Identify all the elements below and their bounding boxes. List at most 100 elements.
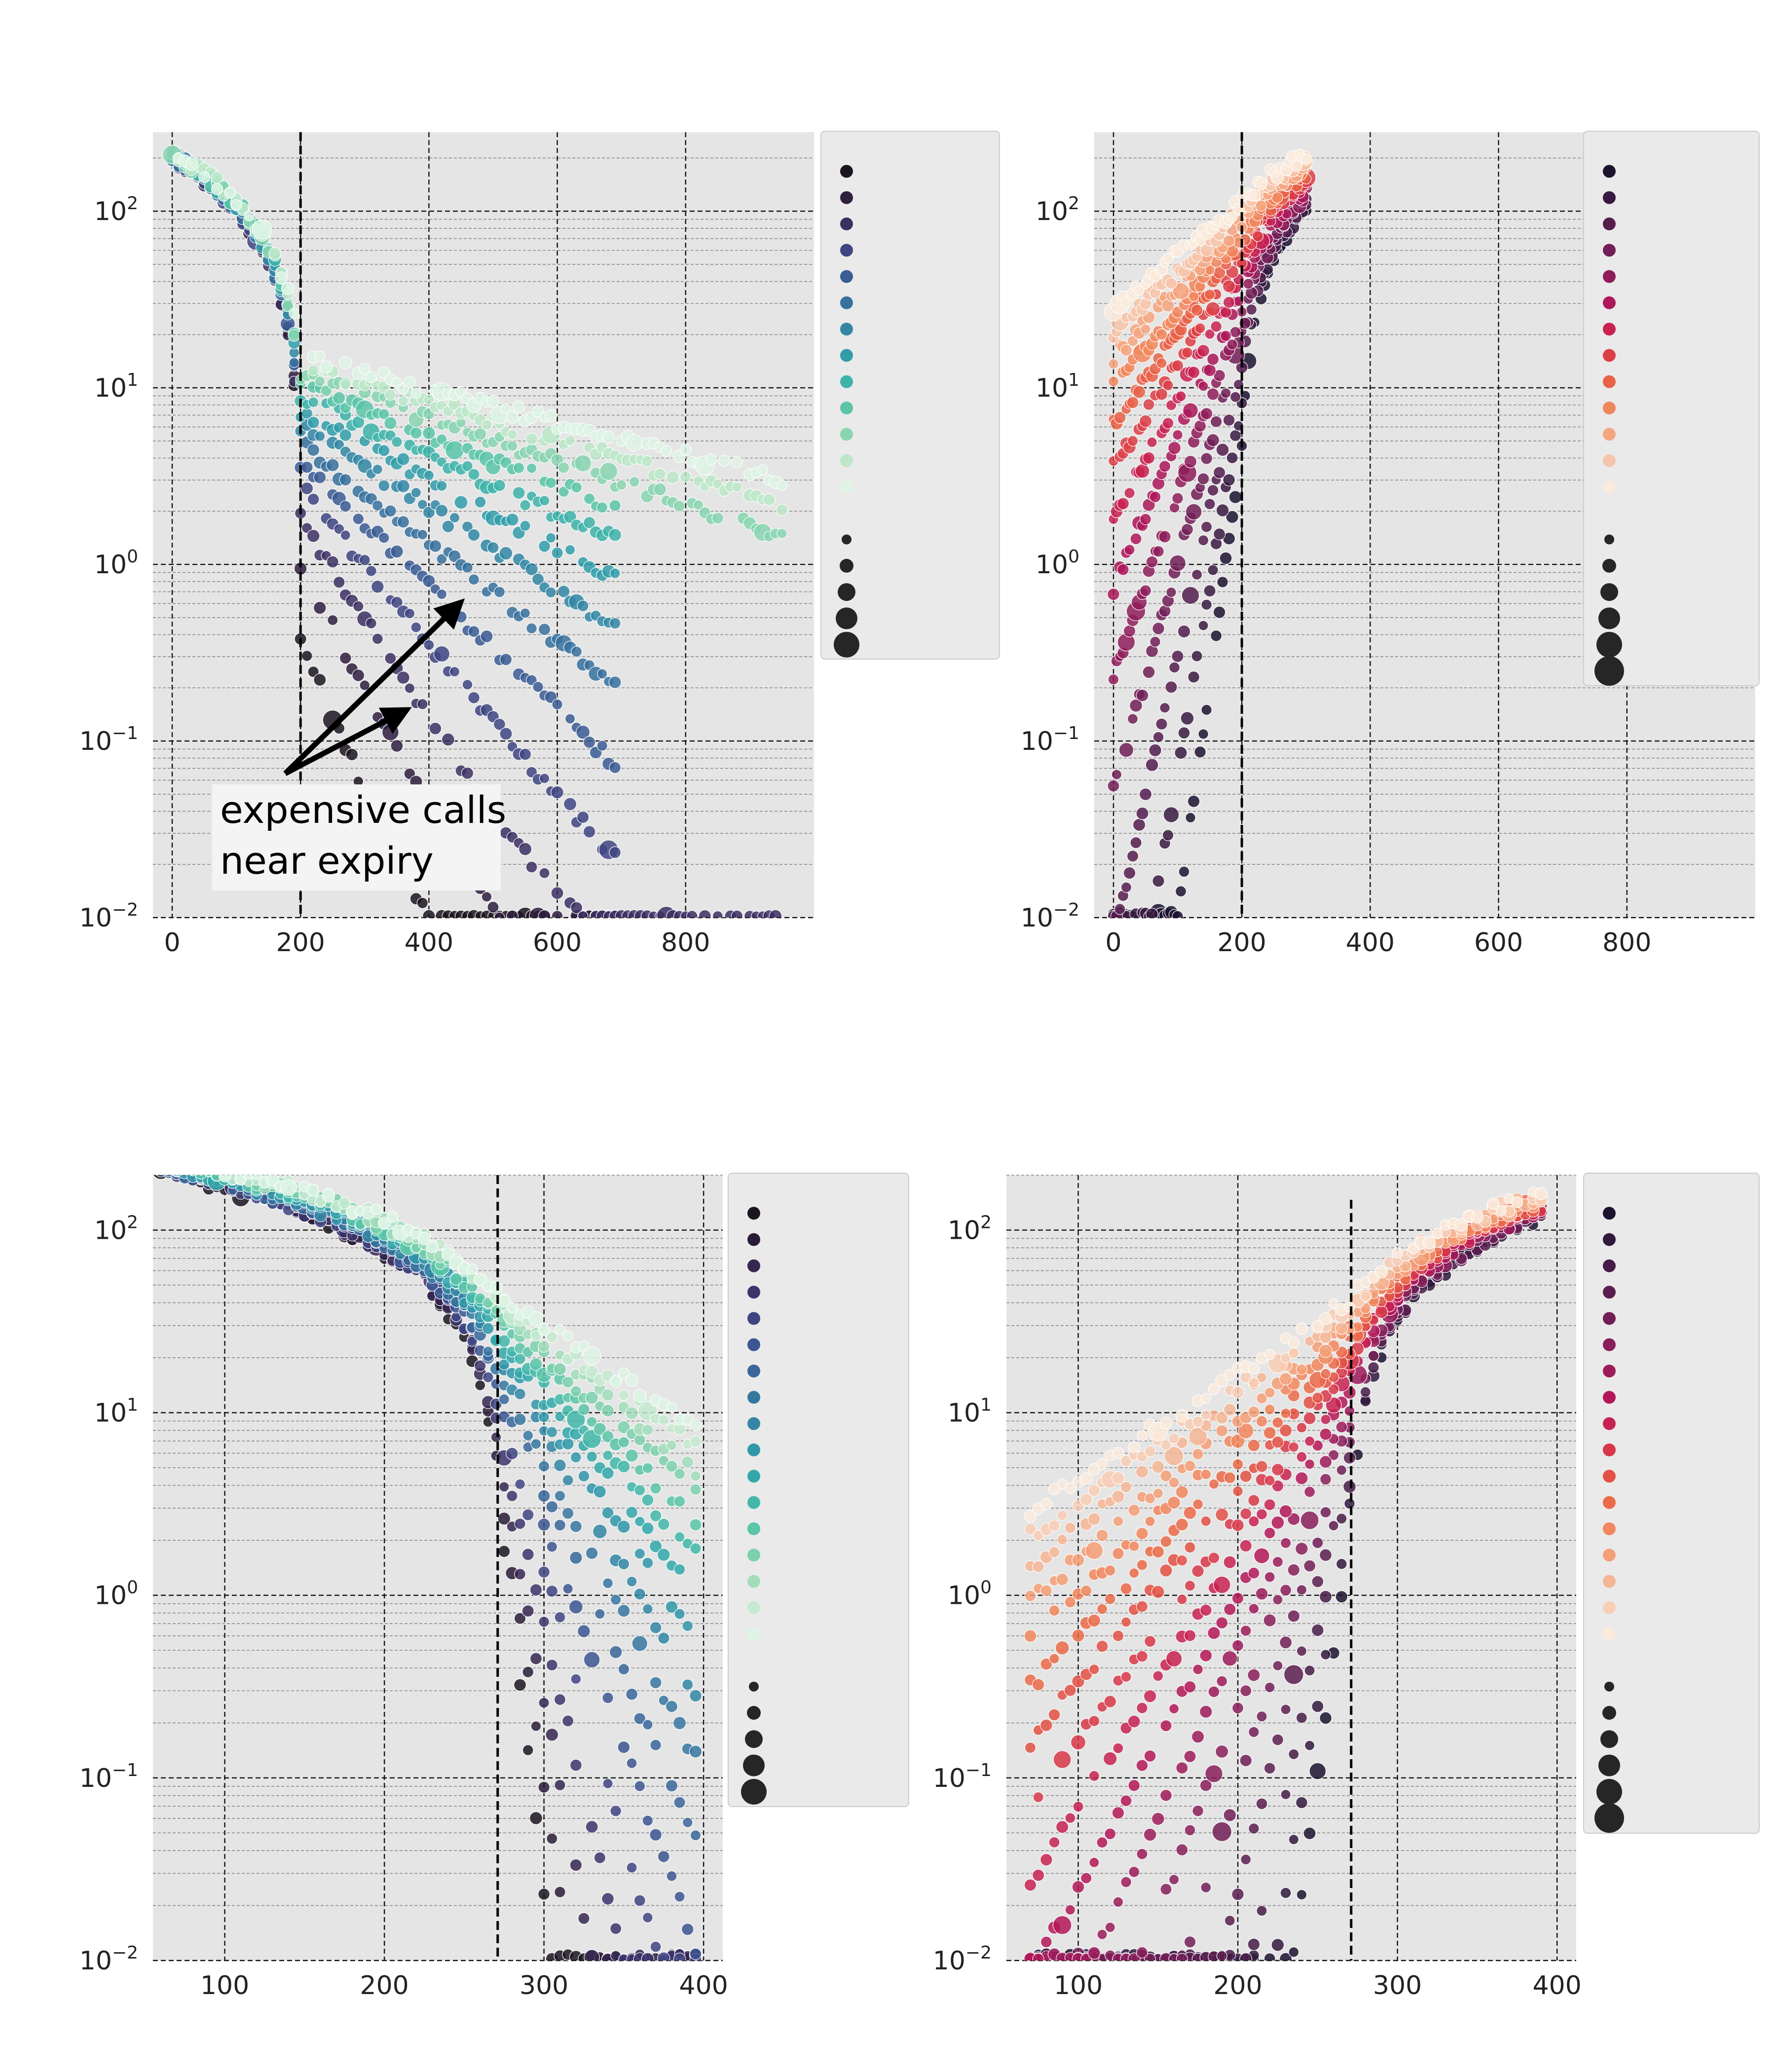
data-point [1280,1537,1292,1549]
data-point [1104,1828,1116,1840]
data-point [555,1324,565,1335]
data-point [1232,1702,1244,1714]
legend-size-marker [834,631,859,658]
data-point [522,1666,534,1678]
data-point [1160,1440,1172,1451]
legend-size-marker [745,1730,763,1748]
data-point [546,1426,558,1438]
data-point [506,410,519,424]
data-point [162,1154,175,1167]
data-point [1151,1812,1165,1826]
data-point [769,909,782,918]
data-point [1248,1567,1260,1579]
data-point [1155,388,1168,401]
data-point [1215,1508,1229,1521]
data-point [1210,321,1222,333]
data-point [1344,1498,1356,1510]
data-point [551,910,563,918]
data-point [1088,1664,1100,1675]
data-point [1255,1587,1268,1600]
data-point [505,1447,518,1460]
data-point [1264,1571,1275,1583]
data-point [378,532,390,544]
data-point [467,691,480,704]
data-point [164,1175,174,1177]
data-point [561,1507,574,1519]
data-point [1311,1624,1324,1637]
data-point [410,622,422,633]
data-point [494,912,505,918]
data-point [340,530,351,541]
annotation-text: near expiry [220,839,434,883]
data-point [553,1363,567,1376]
data-point [1126,396,1139,409]
data-point [1185,812,1196,823]
data-point [1112,1516,1124,1527]
data-point [641,1952,655,1961]
data-point [1263,1426,1276,1440]
data-point [397,516,410,528]
data-point [538,1781,550,1793]
data-point [1206,433,1220,447]
data-point [173,1175,181,1177]
x-tick-label: 400 [1346,928,1395,958]
legend-marker [840,191,853,204]
data-point [576,811,590,824]
data-point [1166,587,1177,598]
data-point [396,670,410,684]
scatter-points [1024,1186,1548,1961]
data-point [1136,1946,1148,1959]
data-point [569,1759,582,1772]
data-point [188,1159,198,1169]
data-point [1320,1414,1331,1425]
data-point [1160,1535,1172,1548]
data-point [618,1558,630,1570]
data-point [442,1247,455,1260]
data-point [314,350,326,362]
data-point [1052,1915,1072,1935]
data-point [1201,704,1212,716]
data-point [1454,1218,1468,1232]
legend [728,1173,909,1807]
data-point [221,1175,228,1177]
legend-marker [1603,1365,1616,1378]
data-point [555,1411,565,1422]
data-point [1024,1523,1036,1535]
data-point [1311,1320,1324,1332]
data-point [163,1155,175,1166]
x-tick-label: 100 [200,1971,249,2000]
data-point [519,608,531,619]
data-point [1288,1336,1299,1348]
data-point [513,401,525,413]
data-point [1048,1519,1061,1532]
data-point [1188,291,1199,302]
legend-marker [1603,296,1616,309]
data-point [163,1158,175,1170]
data-point [1120,1583,1132,1595]
legend-marker [1603,454,1616,467]
data-point [522,1744,534,1756]
data-point [493,479,506,492]
data-point [1230,1434,1245,1448]
data-point [268,247,281,260]
legend-marker [747,1207,760,1220]
data-point [1155,718,1168,730]
data-point [1064,1596,1076,1608]
data-point [1103,1751,1117,1766]
data-point [195,1159,206,1171]
data-point [371,500,383,512]
data-point [1199,1649,1213,1662]
data-point [1216,1675,1228,1687]
data-point [1246,303,1258,315]
data-point [1252,230,1264,242]
data-point [1175,391,1186,402]
data-point [674,1891,685,1902]
data-point [1175,1485,1189,1499]
data-point [340,379,351,390]
legend-marker [1603,1391,1616,1404]
data-point [618,1436,630,1448]
legend-size-marker [743,1754,765,1776]
data-point [461,520,474,533]
data-point [1172,282,1190,300]
data-point [313,471,327,484]
